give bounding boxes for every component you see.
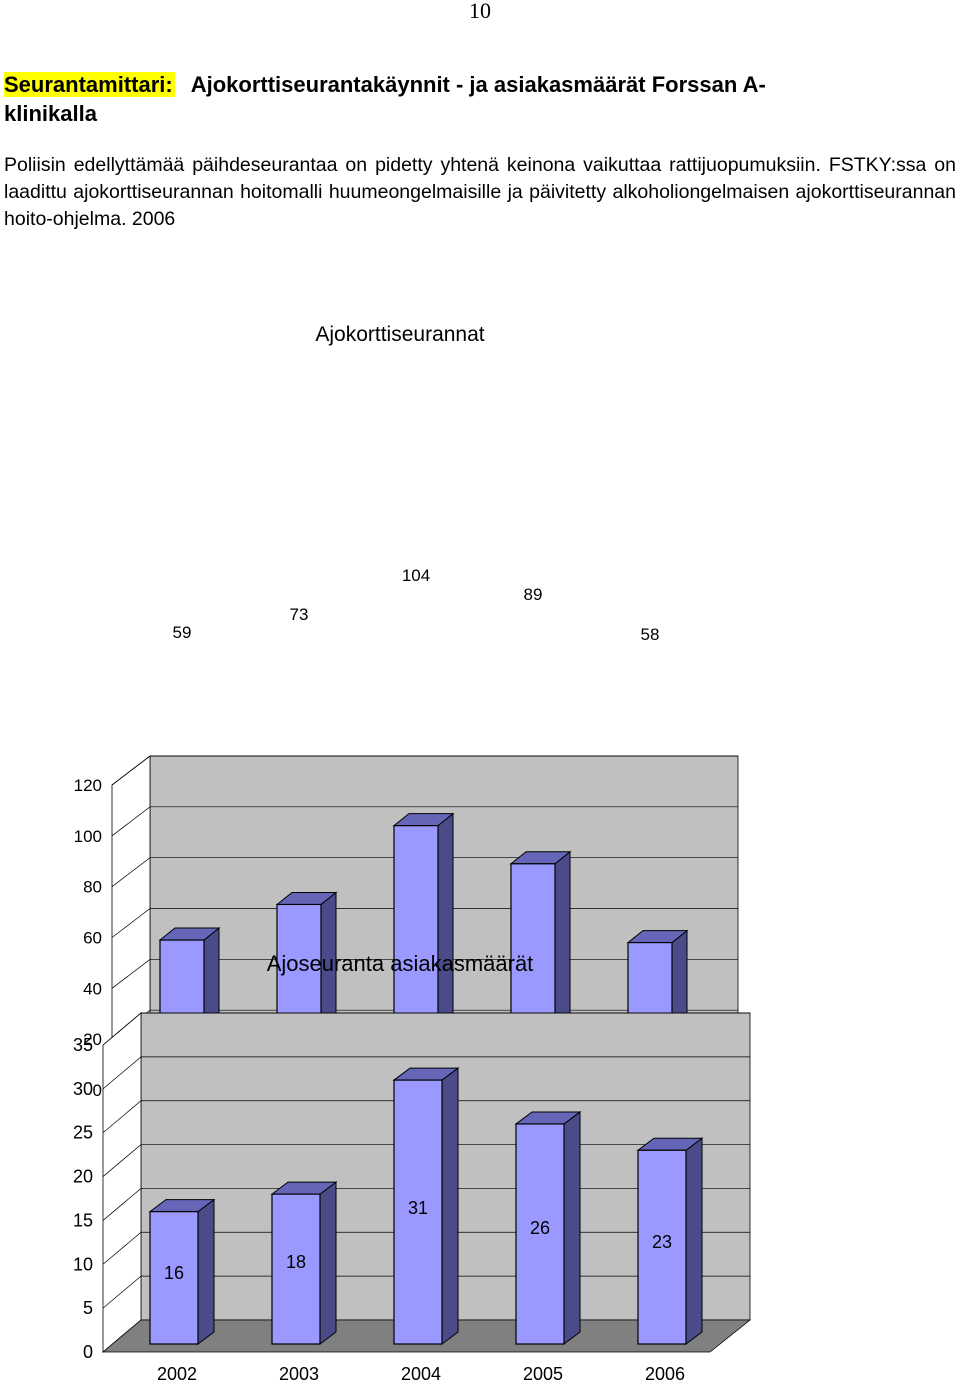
bar-side xyxy=(441,1067,459,1345)
gridline xyxy=(102,1100,750,1133)
page-number: 10 xyxy=(469,0,491,23)
data-label: 23 xyxy=(652,1232,672,1252)
bar-2003 xyxy=(270,1181,338,1345)
gridline xyxy=(111,755,738,786)
y-tick-label: 80 xyxy=(83,878,102,897)
data-label: 104 xyxy=(402,566,430,585)
y-tick-label: 20 xyxy=(73,1167,93,1187)
data-label: 58 xyxy=(641,625,660,644)
data-label: 89 xyxy=(524,585,543,604)
chart-title-ajoseuranta-asiakasmaarat: Ajoseuranta asiakasmäärät xyxy=(266,951,534,976)
y-tick-label: 10 xyxy=(73,1254,93,1274)
y-tick-label: 120 xyxy=(74,776,102,795)
chart-ajokorttiseurannat: 0204060801001205920027320031042004892005… xyxy=(74,566,740,1121)
bar-front xyxy=(149,1211,199,1345)
y-tick-label: 0 xyxy=(93,1081,102,1100)
gridline xyxy=(102,1056,750,1090)
section-heading: Seurantamittari: Ajokorttiseurantakäynnit… xyxy=(4,70,956,128)
heading-tag: Seurantamittari: xyxy=(4,72,175,97)
x-tick-label: 2005 xyxy=(523,1364,563,1384)
data-label: 16 xyxy=(164,1263,184,1283)
y-tick-label: 60 xyxy=(83,929,102,948)
bar-front xyxy=(393,1079,443,1345)
bar-side xyxy=(197,1198,215,1345)
x-tick-label: 2003 xyxy=(279,1364,319,1384)
data-label: 26 xyxy=(530,1218,550,1238)
x-tick-label: 2006 xyxy=(645,1364,685,1384)
y-tick-label: 0 xyxy=(83,1342,93,1362)
side-wall xyxy=(102,1012,142,1353)
gridline xyxy=(111,806,738,837)
y-tick-label: 35 xyxy=(73,1035,93,1055)
x-tick-label: 2002 xyxy=(157,1364,197,1384)
chart-title-ajokorttiseurannat: Ajokorttiseurannat xyxy=(315,323,485,346)
bar-side xyxy=(685,1137,703,1345)
data-label: 31 xyxy=(408,1198,428,1218)
y-tick-label: 15 xyxy=(73,1210,93,1230)
gridline xyxy=(102,1012,750,1046)
data-label: 73 xyxy=(290,605,309,624)
y-tick-label: 20 xyxy=(83,1030,102,1049)
data-label: 18 xyxy=(286,1252,306,1272)
bar-front xyxy=(271,1193,321,1345)
y-tick-label: 40 xyxy=(83,979,102,998)
intro-paragraph: Poliisin edellyttämää päihdeseurantaa on… xyxy=(4,154,956,230)
bar-front xyxy=(637,1149,687,1345)
bar-side xyxy=(563,1110,581,1345)
bar-2004 xyxy=(392,1067,460,1345)
y-tick-label: 30 xyxy=(73,1079,93,1099)
data-label: 59 xyxy=(173,623,192,642)
y-tick-label: 5 xyxy=(83,1298,93,1318)
y-tick-label: 100 xyxy=(74,827,102,846)
bar-front xyxy=(515,1123,565,1345)
heading-text-line1: Ajokorttiseurantakäynnit - ja asiakasmää… xyxy=(190,72,766,97)
bar-2006 xyxy=(636,1137,704,1345)
bar-2005 xyxy=(514,1110,582,1345)
y-tick-label: 25 xyxy=(73,1123,93,1143)
heading-text-line2: klinikalla xyxy=(4,101,97,126)
bar-side xyxy=(319,1181,337,1345)
bar-2002 xyxy=(148,1198,216,1345)
chart-ajoseuranta-asiakasmaarat: 0 5 10 15 20 25 30 35 16 2002 18 2003 31 2004 26 2005 23… xyxy=(73,1012,752,1384)
x-tick-label: 2004 xyxy=(401,1364,441,1384)
